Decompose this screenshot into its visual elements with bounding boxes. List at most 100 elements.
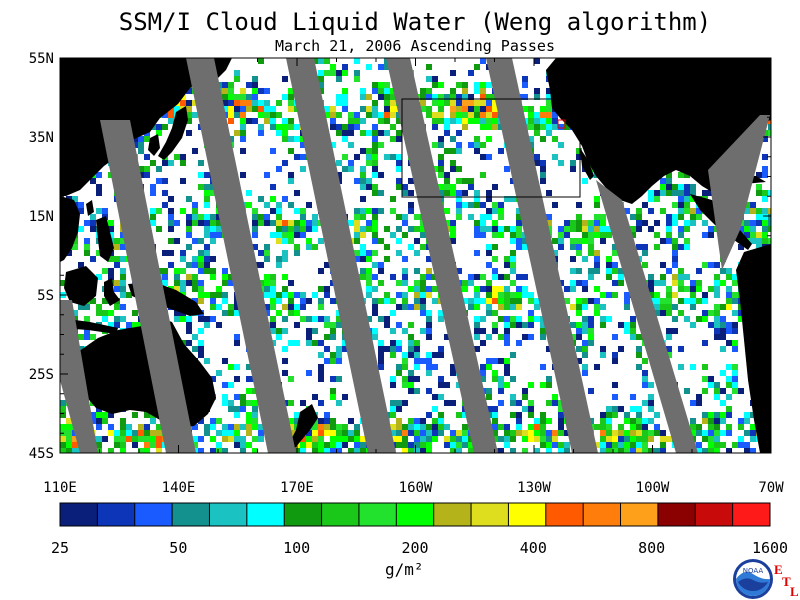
clw-cell — [258, 124, 264, 130]
clw-cell — [114, 442, 120, 448]
clw-cell — [636, 442, 642, 448]
clw-cell — [612, 442, 618, 448]
clw-cell — [378, 88, 384, 94]
clw-cell — [240, 94, 246, 100]
clw-cell — [474, 88, 480, 94]
clw-cell — [582, 328, 588, 334]
clw-cell — [318, 400, 324, 406]
clw-cell — [138, 424, 144, 430]
clw-cell — [528, 322, 534, 328]
clw-cell — [564, 442, 570, 448]
swath-gap-2 — [186, 58, 296, 453]
clw-cell — [408, 388, 414, 394]
clw-cell — [318, 286, 324, 292]
clw-cell — [432, 166, 438, 172]
clw-cell — [264, 172, 270, 178]
clw-cell — [204, 202, 210, 208]
clw-cell — [396, 178, 402, 184]
clw-cell — [342, 346, 348, 352]
clw-cell — [684, 202, 690, 208]
clw-cell — [348, 430, 354, 436]
clw-cell — [270, 274, 276, 280]
clw-cell — [66, 442, 72, 448]
clw-cell — [462, 280, 468, 286]
clw-cell — [438, 106, 444, 112]
clw-cell — [246, 106, 252, 112]
clw-cell — [264, 106, 270, 112]
clw-cell — [414, 268, 420, 274]
clw-cell — [444, 172, 450, 178]
clw-cell — [138, 148, 144, 154]
clw-cell — [408, 286, 414, 292]
clw-cell — [612, 334, 618, 340]
clw-cell — [456, 268, 462, 274]
clw-cell — [192, 256, 198, 262]
clw-cell — [228, 106, 234, 112]
clw-cell — [186, 88, 192, 94]
clw-cell — [324, 286, 330, 292]
clw-cell — [750, 436, 756, 442]
clw-cell — [450, 364, 456, 370]
clw-cell — [276, 298, 282, 304]
clw-cell — [240, 136, 246, 142]
clw-cell — [714, 442, 720, 448]
clw-cell — [120, 418, 126, 424]
clw-cell — [522, 238, 528, 244]
clw-cell — [450, 400, 456, 406]
clw-cell — [432, 112, 438, 118]
clw-cell — [60, 412, 66, 418]
clw-cell — [60, 424, 66, 430]
clw-cell — [414, 424, 420, 430]
clw-cell — [684, 238, 690, 244]
clw-cell — [186, 262, 192, 268]
clw-cell — [270, 112, 276, 118]
clw-cell — [438, 100, 444, 106]
clw-cell — [612, 394, 618, 400]
clw-cell — [480, 274, 486, 280]
clw-cell — [444, 382, 450, 388]
clw-cell — [516, 418, 522, 424]
clw-cell — [702, 190, 708, 196]
clw-cell — [588, 316, 594, 322]
clw-cell — [198, 286, 204, 292]
clw-cell — [564, 232, 570, 238]
etl-letter-l: L — [790, 584, 799, 599]
clw-cell — [576, 154, 582, 160]
clw-cell — [540, 442, 546, 448]
clw-cell — [474, 274, 480, 280]
clw-cell — [306, 442, 312, 448]
clw-cell — [648, 274, 654, 280]
clw-cell — [552, 436, 558, 442]
clw-cell — [366, 280, 372, 286]
clw-cell — [402, 424, 408, 430]
clw-cell — [354, 436, 360, 442]
clw-cell — [444, 124, 450, 130]
clw-cell — [696, 424, 702, 430]
clw-cell — [438, 382, 444, 388]
clw-cell — [516, 322, 522, 328]
clw-cell — [594, 196, 600, 202]
clw-cell — [546, 190, 552, 196]
clw-cell — [480, 154, 486, 160]
clw-cell — [426, 388, 432, 394]
clw-cell — [204, 256, 210, 262]
clw-cell — [246, 118, 252, 124]
clw-cell — [636, 448, 642, 453]
colorbar-swatch — [545, 503, 584, 526]
clw-cell — [270, 148, 276, 154]
clw-cell — [276, 232, 282, 238]
clw-cell — [288, 148, 294, 154]
clw-cell — [282, 358, 288, 364]
clw-cell — [684, 184, 690, 190]
clw-cell — [222, 292, 228, 298]
clw-cell — [588, 226, 594, 232]
units-label: g/m² — [385, 560, 424, 579]
clw-cell — [540, 112, 546, 118]
clw-cell — [450, 106, 456, 112]
clw-cell — [294, 244, 300, 250]
clw-cell — [756, 238, 762, 244]
clw-cell — [138, 166, 144, 172]
clw-cell — [312, 316, 318, 322]
clw-cell — [432, 100, 438, 106]
clw-cell — [414, 304, 420, 310]
